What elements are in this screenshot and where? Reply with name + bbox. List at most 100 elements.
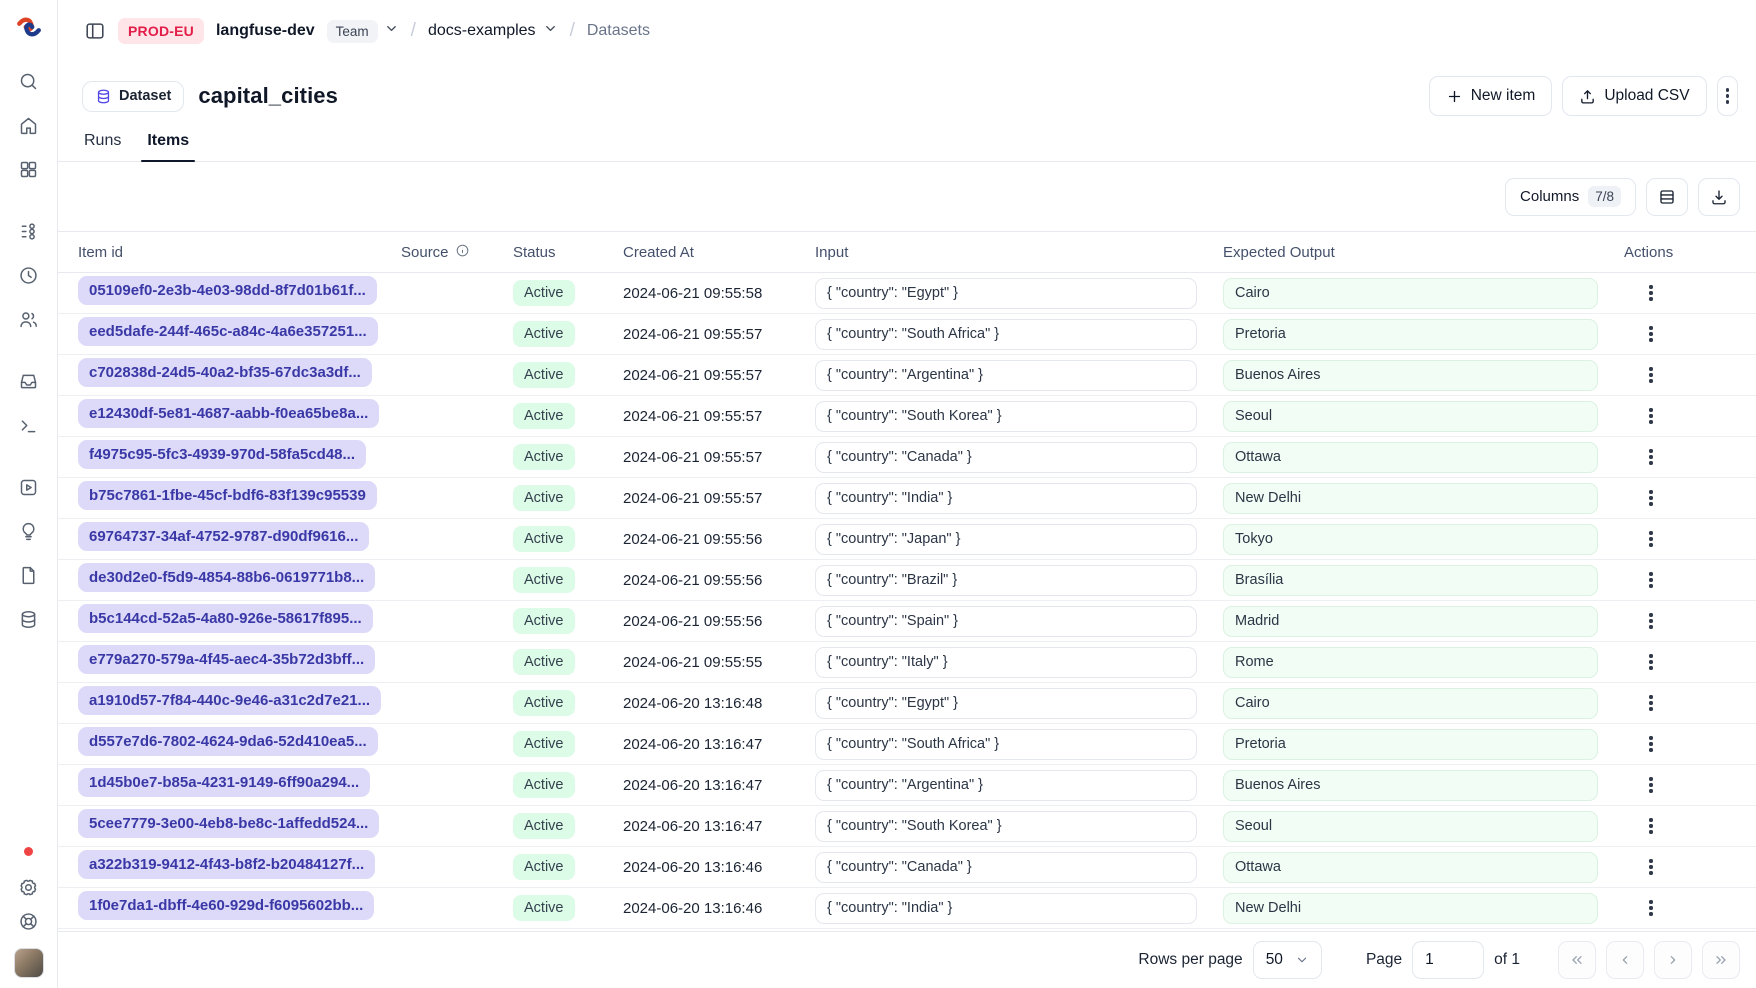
new-item-button[interactable]: New item [1428, 76, 1553, 116]
project-switcher[interactable]: docs-examples [428, 21, 558, 41]
sidebar-item-support[interactable] [11, 904, 47, 938]
dataset-badge: Dataset [82, 80, 185, 112]
info-icon[interactable] [455, 243, 470, 262]
created-at-cell: 2024-06-21 09:55:58 [623, 284, 763, 302]
item-id-link[interactable]: 69764737-34af-4752-9787-d90df9616... [78, 522, 370, 551]
row-actions-button[interactable] [1636, 565, 1666, 595]
status-badge: Active [513, 403, 575, 429]
sidebar-item-home[interactable] [11, 108, 47, 142]
sidebar-item-evaluations[interactable] [11, 558, 47, 592]
upload-icon [1581, 89, 1595, 104]
tracing-icon [21, 222, 35, 240]
item-id-link[interactable]: e779a270-579a-4f45-aec4-35b72d3bff... [78, 645, 376, 674]
item-id-link[interactable]: f4975c95-5fc3-4939-970d-58fa5cd48... [78, 440, 367, 469]
organization-switcher[interactable]: Team [326, 19, 399, 43]
page-total-label: of 1 [1494, 951, 1520, 968]
table-row: e12430df-5e81-4687-aabb-f0ea65be8a... Ac… [58, 396, 1756, 437]
row-actions-button[interactable] [1636, 729, 1666, 759]
previous-page-button[interactable] [1606, 941, 1644, 979]
breadcrumb-current-page[interactable]: Datasets [586, 22, 650, 39]
document-icon [22, 566, 35, 584]
organization-name[interactable]: langfuse-dev [215, 22, 315, 39]
user-avatar[interactable] [13, 948, 44, 978]
row-actions-button[interactable] [1636, 524, 1666, 554]
tab-items[interactable]: Items [141, 132, 195, 162]
item-id-link[interactable]: a1910d57-7f84-440c-9e46-a31c2d7e21... [78, 686, 382, 715]
expected-output-cell: Tokyo [1223, 523, 1598, 555]
created-at-cell: 2024-06-21 09:55:57 [623, 448, 763, 466]
input-cell: { "country": "Italy" } [815, 646, 1197, 678]
kebab-icon [1649, 777, 1653, 793]
row-actions-button[interactable] [1636, 606, 1666, 636]
dataset-menu-button[interactable] [1716, 76, 1738, 116]
created-at-cell: 2024-06-21 09:55:55 [623, 653, 763, 671]
row-actions-button[interactable] [1636, 647, 1666, 677]
expected-output-cell: New Delhi [1223, 892, 1598, 924]
first-page-button[interactable] [1558, 941, 1596, 979]
row-actions-button[interactable] [1636, 852, 1666, 882]
item-id-link[interactable]: 05109ef0-2e3b-4e03-98dd-8f7d01b61f... [78, 276, 377, 305]
status-dot [24, 847, 33, 856]
item-id-link[interactable]: e12430df-5e81-4687-aabb-f0ea65be8a... [78, 399, 380, 428]
sidebar-toggle-button[interactable] [84, 20, 106, 42]
item-id-link[interactable]: 5cee7779-3e00-4eb8-be8c-1affedd524... [78, 809, 380, 838]
input-cell: { "country": "South Africa" } [815, 318, 1197, 350]
table-row: a1910d57-7f84-440c-9e46-a31c2d7e21... Ac… [58, 683, 1756, 724]
row-actions-button[interactable] [1636, 811, 1666, 841]
kebab-icon [1649, 490, 1653, 506]
item-id-link[interactable]: de30d2e0-f5d9-4854-88b6-0619771b8... [78, 563, 376, 592]
row-height-button[interactable] [1646, 177, 1688, 216]
row-actions-button[interactable] [1636, 401, 1666, 431]
status-badge: Active [513, 567, 575, 593]
terminal-icon [21, 419, 36, 432]
item-id-link[interactable]: eed5dafe-244f-465c-a84c-4a6e357251... [78, 317, 378, 346]
sidebar-item-prompts[interactable] [11, 408, 47, 442]
chevrons-left-icon [1572, 956, 1582, 964]
input-cell: { "country": "South Korea" } [815, 810, 1197, 842]
sidebar-item-datasets[interactable] [11, 602, 47, 636]
rows-per-page-select[interactable]: 50 [1252, 941, 1322, 979]
input-cell: { "country": "Spain" } [815, 605, 1197, 637]
clock-icon [20, 266, 37, 284]
sidebar-item-users[interactable] [11, 302, 47, 336]
kebab-icon [1649, 449, 1653, 465]
tab-runs[interactable]: Runs [84, 132, 122, 149]
row-actions-button[interactable] [1636, 688, 1666, 718]
created-at-cell: 2024-06-21 09:55:56 [623, 612, 763, 630]
item-id-link[interactable]: b75c7861-1fbe-45cf-bdf6-83f139c95539 [78, 481, 377, 510]
row-actions-button[interactable] [1636, 278, 1666, 308]
table-header-row: Item id Source Status Created At Input E… [58, 231, 1756, 273]
row-actions-button[interactable] [1636, 893, 1666, 923]
items-table: Item id Source Status Created At Input E… [58, 231, 1756, 931]
page-number-input[interactable] [1412, 941, 1485, 979]
row-actions-button[interactable] [1636, 442, 1666, 472]
item-id-link[interactable]: d557e7d6-7802-4624-9da6-52d410ea5... [78, 727, 378, 756]
sidebar-item-settings[interactable] [11, 870, 47, 904]
sidebar-item-dashboards[interactable] [11, 152, 47, 186]
columns-button[interactable]: Columns 7/8 [1505, 177, 1636, 216]
sidebar-item-search[interactable] [11, 64, 47, 98]
row-actions-button[interactable] [1636, 483, 1666, 513]
status-badge: Active [513, 690, 575, 716]
status-badge: Active [513, 444, 575, 470]
last-page-button[interactable] [1702, 941, 1740, 979]
database-icon [97, 89, 110, 103]
item-id-link[interactable]: 1f0e7da1-dbff-4e60-929d-f6095602bb... [78, 891, 375, 920]
sidebar-item-insights[interactable] [11, 514, 47, 548]
row-actions-button[interactable] [1636, 360, 1666, 390]
upload-csv-button[interactable]: Upload CSV [1562, 76, 1707, 116]
sidebar-item-tracing[interactable] [11, 214, 47, 248]
row-actions-button[interactable] [1636, 319, 1666, 349]
sidebar-item-annotation-queues[interactable] [11, 364, 47, 398]
sidebar-item-playground[interactable] [11, 470, 47, 504]
item-id-link[interactable]: b5c144cd-52a5-4a80-926e-58617f895... [78, 604, 373, 633]
project-name: docs-examples [427, 22, 536, 39]
item-id-link[interactable]: c702838d-24d5-40a2-bf35-67dc3a3df... [78, 358, 372, 387]
row-actions-button[interactable] [1636, 770, 1666, 800]
export-button[interactable] [1698, 177, 1740, 216]
item-id-link[interactable]: 1d45b0e7-b85a-4231-9149-6ff90a294... [78, 768, 371, 797]
input-cell: { "country": "Egypt" } [815, 277, 1197, 309]
sidebar-item-sessions[interactable] [11, 258, 47, 292]
next-page-button[interactable] [1654, 941, 1692, 979]
item-id-link[interactable]: a322b319-9412-4f43-b8f2-b20484127f... [78, 850, 376, 879]
